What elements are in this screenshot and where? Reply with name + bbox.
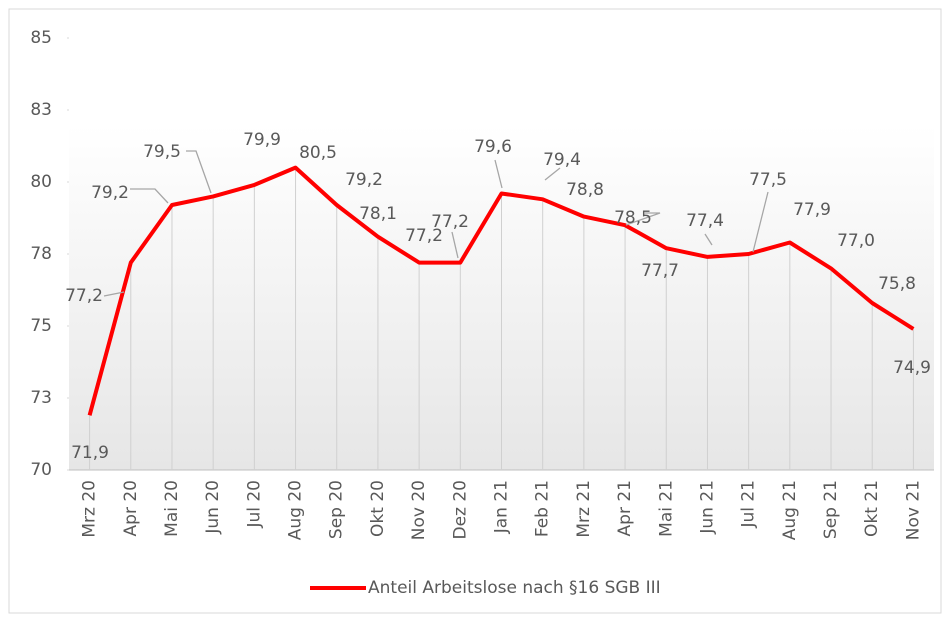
x-tick-label: Nov 21 bbox=[903, 480, 923, 540]
data-label: 79,2 bbox=[91, 183, 129, 203]
x-tick-label: Okt 20 bbox=[368, 480, 388, 537]
x-tick-label: Jun 20 bbox=[203, 480, 223, 535]
data-label: 77,0 bbox=[837, 231, 875, 251]
data-line bbox=[87, 165, 915, 416]
data-label: 74,9 bbox=[893, 358, 931, 378]
y-tick-label: 73 bbox=[30, 388, 52, 408]
data-label: 77,2 bbox=[65, 286, 103, 306]
x-tick-label: Jul 20 bbox=[244, 480, 264, 529]
x-tick-label: Apr 21 bbox=[615, 480, 635, 536]
data-label: 75,8 bbox=[878, 274, 916, 294]
y-tick-label: 85 bbox=[30, 28, 52, 48]
x-tick-label: Mai 21 bbox=[656, 480, 676, 537]
data-label: 77,2 bbox=[405, 226, 443, 246]
data-label: 79,2 bbox=[345, 170, 383, 190]
leader-line bbox=[544, 167, 561, 181]
leader-line bbox=[625, 212, 661, 226]
data-label: 79,9 bbox=[243, 130, 281, 150]
y-tick-label: 83 bbox=[30, 100, 52, 120]
data-label: 77,4 bbox=[686, 211, 724, 231]
leader-line bbox=[451, 231, 459, 259]
leader-line bbox=[752, 191, 769, 253]
x-tick-label: Jan 21 bbox=[492, 480, 512, 534]
y-tick-label: 80 bbox=[30, 172, 52, 192]
x-tick-label: Jul 21 bbox=[739, 480, 759, 529]
data-label: 77,9 bbox=[793, 200, 831, 220]
leader-line bbox=[186, 150, 212, 194]
x-tick-label: Mai 20 bbox=[162, 480, 182, 537]
data-label: 79,6 bbox=[474, 137, 512, 157]
x-tick-label: Mrz 20 bbox=[80, 480, 100, 538]
x-tick-label: Jun 21 bbox=[697, 480, 717, 535]
x-tick-label: Okt 21 bbox=[862, 480, 882, 537]
x-tick-label: Aug 21 bbox=[780, 480, 800, 540]
data-label: 71,9 bbox=[71, 443, 109, 463]
x-tick-label: Sep 21 bbox=[821, 480, 841, 539]
x-tick-label: Aug 20 bbox=[286, 480, 306, 540]
data-label: 77,5 bbox=[749, 170, 787, 190]
x-tick-label: Nov 20 bbox=[409, 480, 429, 540]
data-label: 80,5 bbox=[299, 143, 337, 163]
data-label: 79,5 bbox=[143, 142, 181, 162]
x-tick-label: Feb 21 bbox=[533, 480, 553, 537]
y-tick-label: 70 bbox=[30, 460, 52, 480]
data-label: 77,2 bbox=[431, 212, 469, 232]
leader-line bbox=[494, 159, 503, 189]
data-label: 79,4 bbox=[543, 150, 581, 170]
legend-label: Anteil Arbeitslose nach §16 SGB III bbox=[368, 578, 661, 598]
data-label: 78,1 bbox=[359, 204, 397, 224]
y-tick-label: 75 bbox=[30, 316, 52, 336]
data-label: 78,8 bbox=[566, 180, 604, 200]
y-tick-label: 78 bbox=[30, 244, 52, 264]
leader-line bbox=[103, 291, 125, 297]
x-tick-label: Dez 20 bbox=[450, 480, 470, 540]
data-label: 78,5 bbox=[614, 208, 652, 228]
leader-line bbox=[130, 188, 169, 204]
x-tick-label: Mrz 21 bbox=[574, 480, 594, 538]
x-tick-label: Apr 20 bbox=[121, 480, 141, 536]
x-tick-label: Sep 20 bbox=[327, 480, 347, 539]
data-label: 77,7 bbox=[641, 261, 679, 281]
leader-line bbox=[704, 233, 713, 246]
